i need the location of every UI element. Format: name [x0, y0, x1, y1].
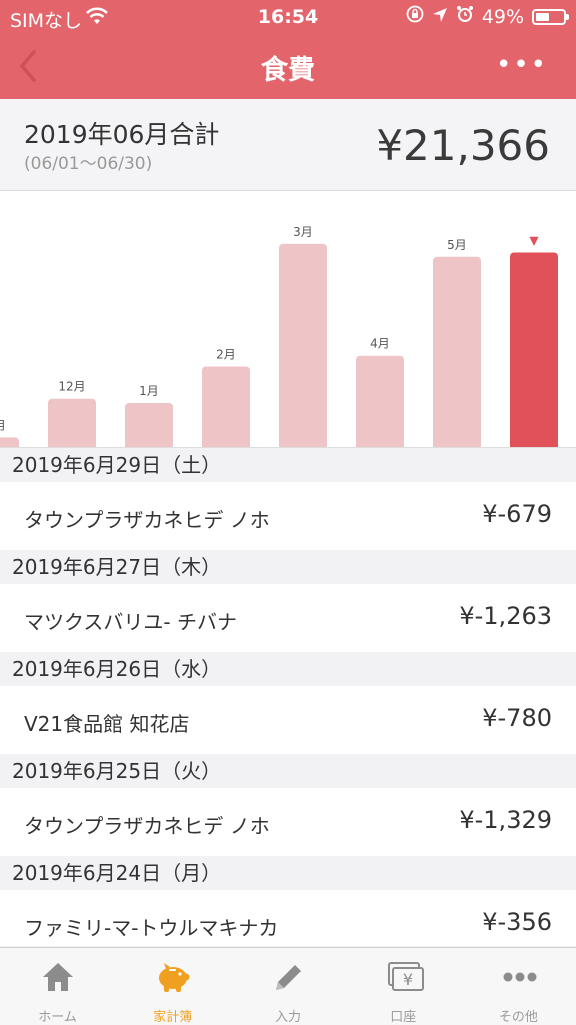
transaction-name: タウンプラザカネヒデ ノホ: [24, 508, 270, 532]
chart-bar[interactable]: [125, 403, 173, 447]
carrier-label: SIMなし: [10, 10, 83, 32]
page-title: 食費: [261, 55, 315, 86]
summary-range: (06/01〜06/30): [24, 154, 153, 174]
chart-month-label: 4月: [370, 337, 390, 351]
transaction-list[interactable]: 2019年6月29日（土） タウンプラザカネヒデ ノホ ¥-679 2019年6月27…: [0, 448, 576, 946]
tab-3[interactable]: ¥ 口座: [346, 948, 461, 1025]
chart-canvas: 月 12月 1月 2月 3月 4月 5月 ▼: [0, 225, 558, 448]
transaction-row[interactable]: タウンプラザカネヒデ ノホ ¥-679: [0, 482, 576, 550]
monthly-summary: 2019年06月合計 (06/01〜06/30) ¥21,366: [0, 99, 576, 191]
transaction-amount: ¥-679: [482, 500, 552, 528]
transaction-name: タウンプラザカネヒデ ノホ: [24, 814, 270, 838]
tab-0[interactable]: ホーム: [0, 948, 115, 1025]
pencil-icon: [270, 960, 306, 994]
transaction-name: マツクスバリユ- チバナ: [24, 610, 237, 634]
alarm-icon: [456, 5, 474, 28]
monthly-bar-chart[interactable]: 月 12月 1月 2月 3月 4月 5月 ▼: [0, 191, 576, 448]
nav-bar: 食費 •••: [0, 34, 576, 99]
transaction-name: ファミリ-マ-トウルマキナカ: [24, 916, 279, 940]
chart-month-label: 月: [0, 418, 6, 432]
summary-label: 2019年06月合計: [24, 120, 220, 149]
transaction-row[interactable]: マツクスバリユ- チバナ ¥-1,263: [0, 584, 576, 652]
tab-label: 入力: [275, 1010, 302, 1025]
location-icon: [432, 6, 448, 28]
home-icon: [40, 960, 76, 994]
date-header: 2019年6月25日（火）: [0, 754, 576, 788]
transaction-amount: ¥-1,263: [459, 602, 552, 630]
more-icon: [500, 960, 537, 994]
tab-label: 口座: [390, 1010, 417, 1025]
chart-bar[interactable]: [202, 366, 250, 447]
transaction-amount: ¥-356: [482, 908, 552, 936]
transaction-row[interactable]: V21食品館 知花店 ¥-780: [0, 686, 576, 754]
tab-1[interactable]: 家計簿: [115, 948, 230, 1025]
clock: 16:54: [257, 6, 319, 28]
current-month-marker: ▼: [529, 234, 539, 248]
rotation-lock-icon: [406, 5, 424, 28]
transaction-name: V21食品館 知花店: [24, 712, 190, 736]
wallet-icon: ¥: [385, 960, 425, 994]
chart-month-label: 3月: [293, 225, 313, 239]
transaction-row[interactable]: タウンプラザカネヒデ ノホ ¥-1,329: [0, 788, 576, 856]
wifi-icon: [86, 7, 108, 30]
status-bar: SIMなし 16:54 49%: [0, 0, 576, 34]
svg-text:¥: ¥: [403, 970, 413, 989]
transaction-row[interactable]: ファミリ-マ-トウルマキナカ ¥-356: [0, 890, 576, 946]
chart-bar[interactable]: [48, 398, 96, 447]
chart-month-label: 5月: [447, 238, 467, 252]
chart-bar[interactable]: [279, 243, 327, 447]
header: SIMなし 16:54 49% 食費 •••: [0, 0, 576, 99]
battery-icon: [532, 8, 569, 25]
chart-month-label: 2月: [216, 347, 236, 361]
transaction-amount: ¥-780: [482, 704, 552, 732]
date-header: 2019年6月24日（月）: [0, 856, 576, 890]
date-header: 2019年6月26日（水）: [0, 652, 576, 686]
tab-label: ホーム: [38, 1010, 77, 1025]
more-menu-button[interactable]: •••: [495, 50, 548, 80]
battery-percent: 49%: [481, 5, 524, 28]
transaction-amount: ¥-1,329: [459, 806, 552, 834]
chart-month-label: 1月: [139, 384, 159, 398]
tab-bar: ホーム 家計簿 入力 ¥ 口座 その他: [0, 947, 576, 1025]
summary-total: ¥21,366: [376, 121, 550, 170]
tab-4[interactable]: その他: [461, 948, 576, 1025]
date-header: 2019年6月29日（土）: [0, 448, 576, 482]
tab-label: 家計簿: [153, 1010, 193, 1025]
tab-label: その他: [498, 1010, 538, 1025]
chart-bar[interactable]: [433, 256, 481, 447]
back-button[interactable]: [12, 46, 48, 86]
chart-bar[interactable]: [356, 355, 404, 447]
piggy-bank-icon: [155, 960, 191, 994]
tab-2[interactable]: 入力: [230, 948, 345, 1025]
chart-bar[interactable]: [0, 437, 19, 447]
chart-month-label: 12月: [58, 380, 85, 394]
chart-bar[interactable]: [510, 252, 558, 448]
date-header: 2019年6月27日（木）: [0, 550, 576, 584]
